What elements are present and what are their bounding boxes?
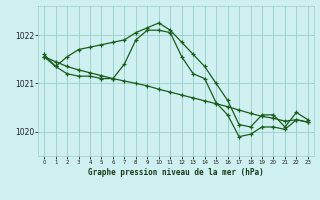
X-axis label: Graphe pression niveau de la mer (hPa): Graphe pression niveau de la mer (hPa): [88, 168, 264, 177]
